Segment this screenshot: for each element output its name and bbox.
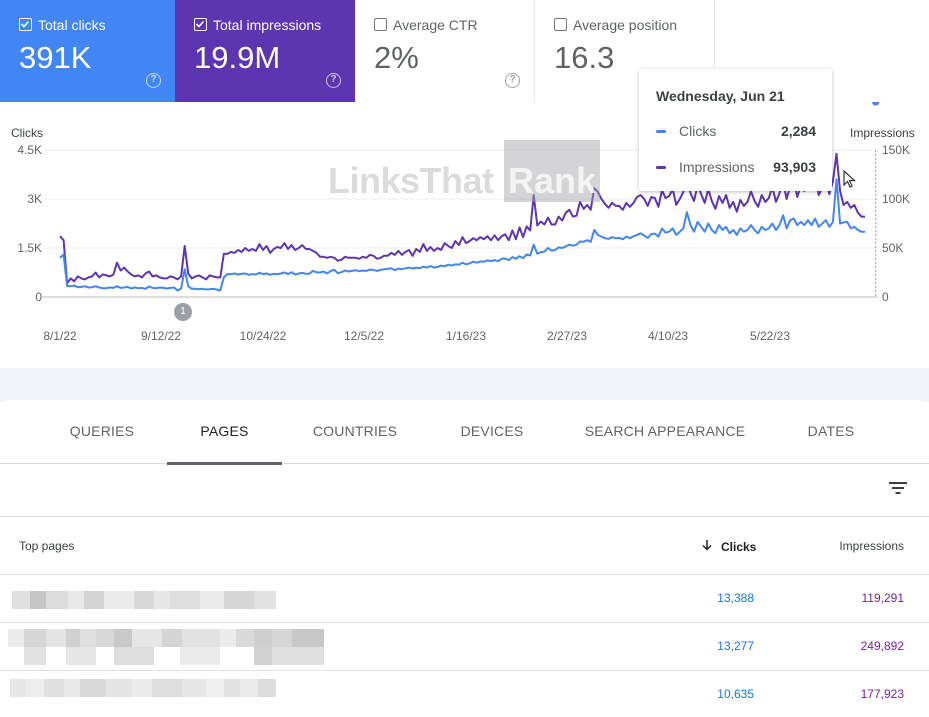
table-row[interactable]: 13,277 249,892 bbox=[0, 623, 929, 671]
clicks-value: 391K bbox=[19, 40, 92, 75]
ctr-label: Average CTR bbox=[393, 17, 478, 33]
y-left-tick: 1.5K bbox=[17, 241, 42, 255]
performance-chart[interactable]: Clicks Impressions 4.5K 3K 1.5K 0 150K 1… bbox=[0, 102, 929, 368]
tab-devices[interactable]: DEVICES bbox=[460, 423, 524, 439]
impressions-checkbox[interactable] bbox=[194, 18, 207, 31]
checkmark-icon bbox=[20, 20, 30, 28]
position-checkbox[interactable] bbox=[554, 18, 567, 31]
filter-icon[interactable] bbox=[888, 480, 908, 496]
x-tick: 9/12/22 bbox=[140, 329, 182, 343]
x-tick: 2/27/23 bbox=[546, 329, 588, 343]
help-icon[interactable]: ? bbox=[326, 73, 341, 88]
y-left-tick: 4.5K bbox=[17, 143, 42, 157]
clicks-series-line bbox=[59, 178, 865, 292]
tab-pages[interactable]: PAGES bbox=[167, 400, 282, 465]
clicks-checkbox[interactable] bbox=[19, 18, 32, 31]
row-impressions: 249,892 bbox=[860, 639, 904, 653]
help-icon[interactable]: ? bbox=[505, 73, 520, 88]
mouse-cursor-icon bbox=[843, 170, 857, 188]
tab-dates[interactable]: DATES bbox=[807, 423, 855, 439]
tooltip-date: Wednesday, Jun 21 bbox=[656, 88, 785, 104]
y-right-tick: 50K bbox=[882, 241, 904, 255]
metric-cards: Total clicks 391K ? Total impressions 19… bbox=[0, 0, 929, 102]
x-tick: 12/5/22 bbox=[343, 329, 385, 343]
clicks-label: Total clicks bbox=[38, 17, 106, 33]
chart-tooltip: Wednesday, Jun 21 Clicks 2,284 Impressio… bbox=[639, 69, 832, 191]
ctr-checkbox[interactable] bbox=[374, 18, 387, 31]
x-tick: 4/10/23 bbox=[647, 329, 689, 343]
x-tick: 10/24/22 bbox=[239, 329, 287, 343]
dimension-tabs: QUERIES PAGES COUNTRIES DEVICES SEARCH A… bbox=[0, 400, 929, 465]
impressions-series-line bbox=[59, 152, 865, 285]
tooltip-row-impressions: Impressions 93,903 bbox=[656, 159, 816, 177]
table-header: Top pages Clicks Impressions bbox=[0, 517, 929, 575]
position-value: 16.3 bbox=[554, 40, 615, 75]
tab-search-appearance[interactable]: SEARCH APPEARANCE bbox=[584, 423, 746, 439]
x-tick: 8/1/22 bbox=[43, 329, 77, 343]
average-ctr-card[interactable]: Average CTR 2% ? bbox=[355, 0, 535, 102]
tab-countries[interactable]: COUNTRIES bbox=[312, 423, 398, 439]
y-right-tick: 150K bbox=[882, 143, 911, 157]
x-tick: 1/16/23 bbox=[445, 329, 487, 343]
impressions-value: 19.9M bbox=[194, 40, 281, 75]
y-right-title: Impressions bbox=[850, 126, 915, 140]
tab-queries[interactable]: QUERIES bbox=[69, 423, 135, 439]
table-row[interactable]: 13,388 119,291 bbox=[0, 575, 929, 623]
sort-down-arrow-icon bbox=[702, 540, 712, 551]
row-clicks: 10,635 bbox=[717, 687, 754, 701]
total-impressions-card[interactable]: Total impressions 19.9M ? bbox=[175, 0, 355, 102]
x-tick: 5/22/23 bbox=[749, 329, 791, 343]
column-header-clicks[interactable]: Clicks bbox=[701, 539, 756, 554]
y-right-tick: 100K bbox=[882, 192, 911, 206]
tooltip-row-clicks: Clicks 2,284 bbox=[656, 123, 816, 141]
column-header-impressions[interactable]: Impressions bbox=[839, 539, 904, 553]
position-label: Average position bbox=[573, 17, 678, 33]
y-right-tick: 0 bbox=[882, 290, 889, 304]
table-row[interactable]: 10,635 177,923 bbox=[0, 671, 929, 717]
column-header-pages[interactable]: Top pages bbox=[19, 539, 75, 553]
clicks-hover-point bbox=[872, 102, 880, 106]
y-left-title: Clicks bbox=[11, 126, 43, 140]
row-impressions: 177,923 bbox=[860, 687, 904, 701]
checkmark-icon bbox=[195, 20, 205, 28]
y-left-tick: 3K bbox=[27, 192, 42, 206]
chart-plot[interactable] bbox=[0, 102, 929, 368]
table-toolbar bbox=[0, 464, 929, 517]
row-clicks: 13,277 bbox=[717, 639, 754, 653]
y-left-tick: 0 bbox=[35, 290, 42, 304]
impressions-label: Total impressions bbox=[213, 17, 322, 33]
annotation-badge[interactable]: 1 bbox=[174, 303, 192, 321]
total-clicks-card[interactable]: Total clicks 391K ? bbox=[0, 0, 175, 102]
row-clicks: 13,388 bbox=[717, 591, 754, 605]
row-impressions: 119,291 bbox=[861, 591, 905, 605]
help-icon[interactable]: ? bbox=[146, 73, 161, 88]
report-table-card: QUERIES PAGES COUNTRIES DEVICES SEARCH A… bbox=[0, 400, 929, 717]
ctr-value: 2% bbox=[374, 40, 419, 75]
